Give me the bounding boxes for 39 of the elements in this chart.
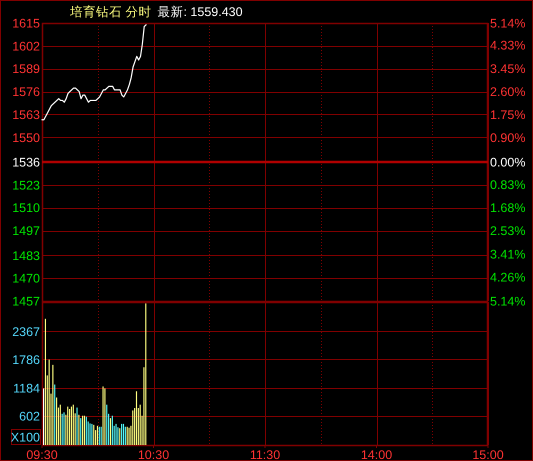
- y-tick-label: 1457: [12, 294, 40, 308]
- y2-tick-label: 1.68%: [490, 200, 526, 215]
- y-tick-label: 2367: [12, 324, 40, 339]
- y2-tick-label: 4.33%: [490, 38, 526, 52]
- y-tick-label: 1510: [12, 201, 40, 216]
- y2-tick-label: 3.45%: [490, 62, 526, 76]
- y-tick-label: 1483: [12, 248, 40, 263]
- chart-subtitle: 最新: 1559.430: [157, 5, 243, 19]
- y-tick-label: 1550: [12, 130, 40, 145]
- y2-tick-label: 5.14%: [490, 294, 526, 308]
- y-tick-label: 1523: [12, 178, 40, 192]
- y-tick-label: 1497: [12, 224, 40, 238]
- x-tick-label: 15:00: [472, 448, 504, 461]
- y2-tick-label: 4.26%: [490, 270, 526, 285]
- y2-tick-label: 2.53%: [490, 224, 526, 238]
- y-tick-label: 1184: [13, 382, 40, 396]
- x-tick-label: 11:30: [250, 448, 280, 461]
- y-tick-label: 1589: [12, 62, 40, 76]
- y2-tick-label: 1.75%: [490, 108, 526, 122]
- y2-tick-label: 0.83%: [490, 178, 526, 192]
- y-axis-title: X100: [10, 430, 40, 444]
- y-tick-label: 1602: [12, 39, 40, 54]
- x-tick-label: 10:30: [138, 448, 170, 461]
- line-series: [41, 24, 147, 120]
- y2-tick-label: 0.90%: [490, 131, 526, 146]
- y-tick-label: 1563: [12, 108, 40, 122]
- chart-title: 培育钻石 分时: [69, 4, 152, 19]
- y-tick-label: 602: [19, 410, 40, 424]
- y2-tick-label: 5.14%: [490, 16, 526, 30]
- y-tick-label: 1786: [12, 352, 40, 367]
- y-tick-label: 1576: [12, 85, 40, 100]
- y-tick-label: 1615: [12, 16, 40, 30]
- y-tick-label: 1536: [12, 156, 40, 170]
- x-tick-label: 09:30: [26, 448, 58, 461]
- y2-tick-label: 2.60%: [490, 85, 526, 100]
- x-tick-label: 14:00: [360, 448, 392, 461]
- y-tick-label: 1470: [12, 272, 40, 286]
- y2-tick-label: 3.41%: [490, 248, 526, 262]
- y2-tick-label: 0.00%: [490, 156, 526, 170]
